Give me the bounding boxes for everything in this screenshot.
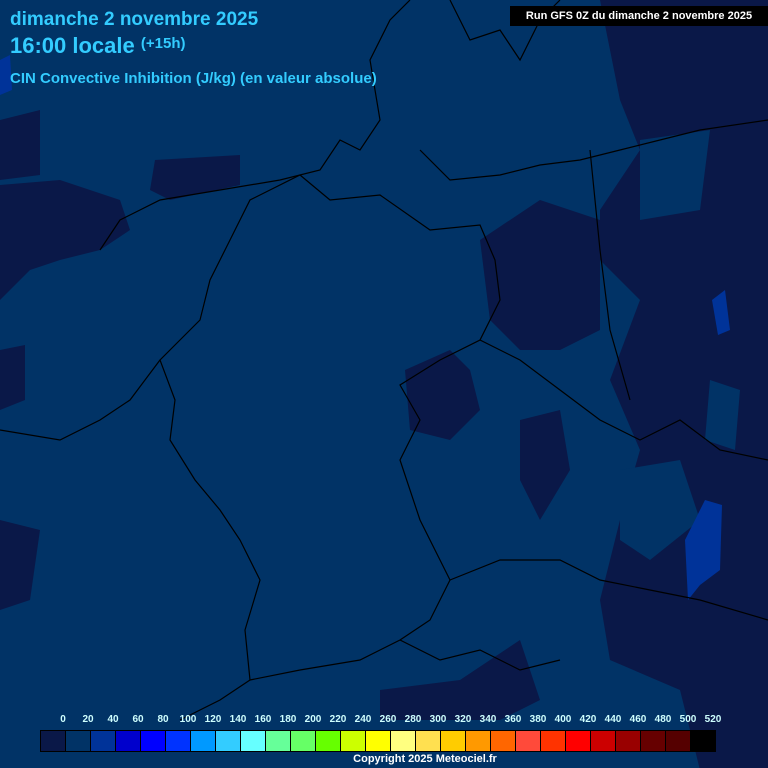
legend-swatch	[191, 731, 216, 751]
legend-swatch	[266, 731, 291, 751]
germany-border	[159, 174, 501, 681]
legend-swatch	[66, 731, 91, 751]
legend-swatch	[366, 731, 391, 751]
legend-label: 80	[157, 714, 169, 725]
coastline	[419, 119, 768, 181]
legend-label: 500	[679, 714, 697, 725]
legend-swatch	[566, 731, 591, 751]
low-cin-area	[0, 345, 25, 410]
legend-swatch	[241, 731, 266, 751]
legend-swatch	[466, 731, 491, 751]
legend-label: 420	[579, 714, 597, 725]
moderate-cin-area	[0, 55, 12, 95]
low-cin-area	[150, 155, 240, 200]
legend-label: 240	[354, 714, 372, 725]
low-cin-area	[380, 640, 540, 720]
low-cin-area	[520, 410, 570, 520]
low-cin-area	[480, 200, 600, 350]
legend-swatch	[91, 731, 116, 751]
legend-swatch	[391, 731, 416, 751]
legend-label: 60	[132, 714, 144, 725]
legend-swatch	[416, 731, 441, 751]
parameter-title: CIN Convective Inhibition (J/kg) (en val…	[10, 70, 377, 87]
legend-swatch	[591, 731, 616, 751]
legend-swatch	[166, 731, 191, 751]
legend-label: 40	[107, 714, 119, 725]
legend-swatch	[691, 731, 715, 751]
legend-label: 440	[604, 714, 622, 725]
legend-label: 140	[229, 714, 247, 725]
legend-swatch	[541, 731, 566, 751]
legend-label: 380	[529, 714, 547, 725]
legend-label: 160	[254, 714, 272, 725]
legend-swatch	[641, 731, 666, 751]
borders	[0, 0, 768, 721]
legend-swatch	[116, 731, 141, 751]
legend-label: 20	[82, 714, 94, 725]
legend-swatch	[341, 731, 366, 751]
legend-label: 200	[304, 714, 322, 725]
legend-swatch	[41, 731, 66, 751]
legend-swatch	[516, 731, 541, 751]
legend-swatch	[666, 731, 691, 751]
country-border	[179, 679, 251, 721]
legend-swatch	[316, 731, 341, 751]
legend-swatch	[491, 731, 516, 751]
legend-swatch	[441, 731, 466, 751]
legend-label: 180	[279, 714, 297, 725]
low-cin-area	[0, 520, 40, 610]
copyright: Copyright 2025 Meteociel.fr	[353, 753, 497, 765]
country-border	[399, 639, 561, 671]
coastline	[99, 0, 411, 251]
legend-label: 340	[479, 714, 497, 725]
country-border	[589, 149, 631, 401]
legend-label: 360	[504, 714, 522, 725]
forecast-date: dimanche 2 novembre 2025	[10, 9, 259, 30]
country-border	[479, 339, 768, 461]
legend-label: 480	[654, 714, 672, 725]
low-cin-area	[0, 180, 130, 300]
legend-label: 400	[554, 714, 572, 725]
forecast-time: 16:00 locale (+15h)	[10, 33, 185, 59]
low-cin-area	[405, 350, 480, 440]
moderate-cin-area	[685, 500, 722, 600]
low-cin-area	[0, 110, 40, 180]
legend-label: 300	[429, 714, 447, 725]
legend-label: 0	[60, 714, 66, 725]
base-patches	[620, 130, 740, 560]
legend-swatch	[141, 731, 166, 751]
legend-label: 280	[404, 714, 422, 725]
country-border	[0, 359, 161, 441]
legend-label: 520	[704, 714, 722, 725]
forecast-offset: (+15h)	[140, 35, 186, 52]
legend-label: 100	[179, 714, 197, 725]
legend-label: 120	[204, 714, 222, 725]
color-legend	[40, 730, 716, 752]
moderate-cin-area	[712, 290, 730, 335]
legend-swatch	[616, 731, 641, 751]
legend-swatch	[216, 731, 241, 751]
legend-labels: 0 20 40 60 80 100 120 140 160 180 200 220 240 260 280 3…	[0, 714, 768, 728]
legend-label: 260	[379, 714, 397, 725]
local-time: 16:00 locale	[10, 33, 135, 58]
country-border	[449, 559, 768, 621]
model-run-label: Run GFS 0Z du dimanche 2 novembre 2025	[510, 6, 768, 26]
legend-label: 460	[629, 714, 647, 725]
legend-label: 320	[454, 714, 472, 725]
legend-label: 220	[329, 714, 347, 725]
moderate-cin-areas	[0, 55, 730, 600]
legend-swatch	[291, 731, 316, 751]
